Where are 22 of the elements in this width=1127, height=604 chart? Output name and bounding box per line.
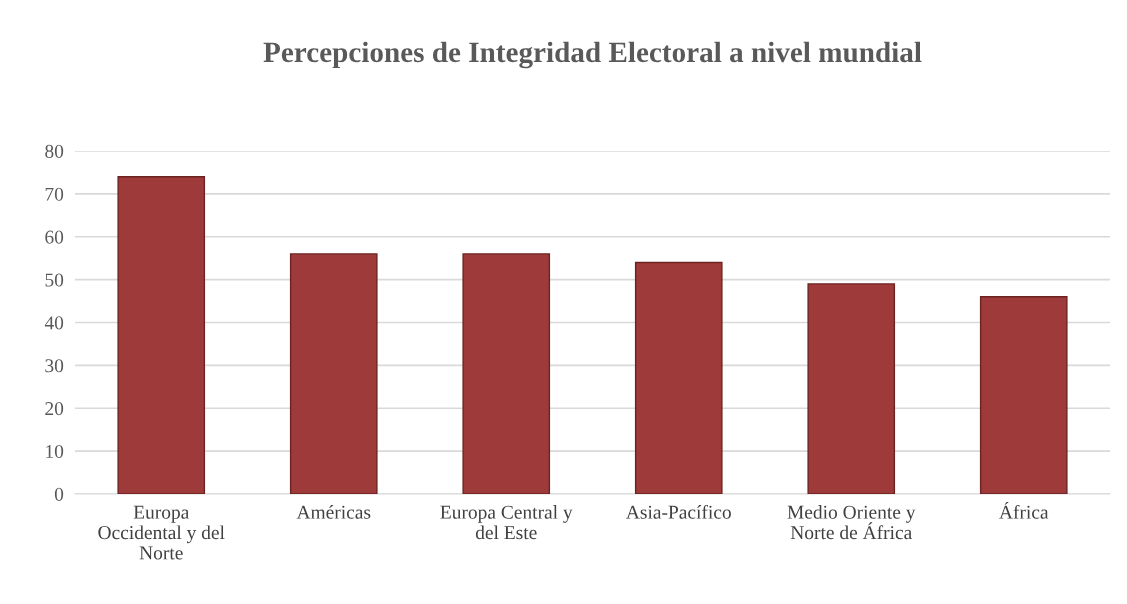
chart-title: Percepciones de Integridad Electoral a nivel mundial xyxy=(263,41,922,69)
x-tick-label: Medio Oriente y Norte de África xyxy=(787,505,916,540)
y-tick-label: 60 xyxy=(45,230,64,244)
y-tick-label: 80 xyxy=(45,144,64,158)
y-tick-label: 0 xyxy=(54,487,64,501)
y-tick-label: 40 xyxy=(44,316,64,330)
bar xyxy=(462,253,551,494)
y-tick-label: 20 xyxy=(45,402,64,416)
y-tick-label: 50 xyxy=(45,273,64,287)
x-tick-label: Europa Occidental y del Norte xyxy=(98,505,225,560)
bar xyxy=(289,253,378,494)
bar xyxy=(634,261,723,494)
y-tick-label: 70 xyxy=(45,187,64,201)
y-tick-label: 10 xyxy=(46,444,64,459)
y-tick-label: 30 xyxy=(45,359,64,373)
bar xyxy=(979,296,1068,494)
bar xyxy=(117,176,206,494)
x-tick-label: Europa Central y del Este xyxy=(440,505,573,540)
x-tick-label: Américas xyxy=(296,505,371,519)
x-tick-label: África xyxy=(999,501,1049,519)
x-tick-label: Asia-Pacífico xyxy=(626,504,731,519)
bar xyxy=(807,283,896,494)
